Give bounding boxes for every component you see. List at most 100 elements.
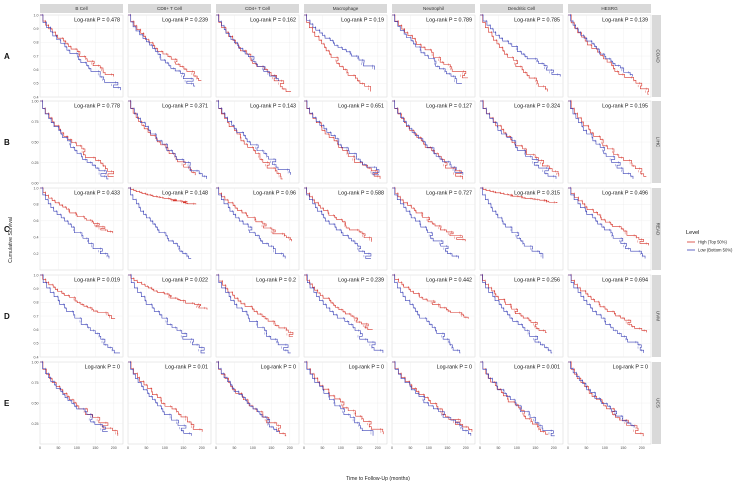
x-tick-label: 0 bbox=[39, 446, 41, 450]
y-tick-label: 0.9 bbox=[34, 287, 39, 291]
x-tick-label: 150 bbox=[180, 446, 186, 450]
y-tick-label: 0.4 bbox=[34, 236, 39, 240]
row-strip-label: UCS bbox=[656, 398, 661, 408]
x-tick-label: 50 bbox=[496, 446, 500, 450]
x-tick-label: 100 bbox=[250, 446, 256, 450]
y-tick-label: 0.8 bbox=[34, 203, 39, 207]
x-tick-label: 200 bbox=[463, 446, 469, 450]
low-curve bbox=[40, 274, 120, 354]
panel-background bbox=[303, 187, 388, 271]
row-label: C bbox=[4, 225, 10, 234]
low-curve bbox=[216, 14, 280, 81]
pvalue-label: Log-rank P = 0.022 bbox=[162, 278, 208, 284]
pvalue-label: Log-rank P = 0.19 bbox=[341, 18, 384, 24]
high-curve bbox=[216, 14, 292, 92]
y-tick-label: 0.2 bbox=[34, 252, 39, 256]
low-curve bbox=[216, 274, 291, 354]
pvalue-label: Log-rank P = 0.162 bbox=[250, 18, 296, 24]
high-curve bbox=[392, 361, 473, 432]
low-curve bbox=[216, 100, 291, 175]
high-curve bbox=[568, 274, 647, 333]
y-tick-label: 0.9 bbox=[34, 27, 39, 31]
x-tick-label: 150 bbox=[268, 446, 274, 450]
column-strip bbox=[304, 4, 387, 13]
x-tick-label: 150 bbox=[620, 446, 626, 450]
km-panel: Log-rank P = 0.139 bbox=[567, 13, 652, 98]
pvalue-label: Log-rank P = 0.148 bbox=[162, 191, 208, 197]
km-panel: Log-rank P = 0.019 bbox=[39, 273, 124, 358]
column-strip bbox=[216, 4, 299, 13]
pvalue-label: Log-rank P = 0.478 bbox=[74, 18, 120, 24]
km-panel: Log-rank P = 0 bbox=[39, 360, 124, 445]
pvalue-label: Log-rank P = 0.139 bbox=[602, 18, 648, 24]
km-panel: Log-rank P = 0.148 bbox=[127, 186, 212, 271]
y-tick-label: 0.25 bbox=[32, 161, 39, 165]
row-label: E bbox=[4, 399, 10, 408]
y-tick-label: 1.00 bbox=[32, 99, 39, 103]
low-curve bbox=[568, 187, 646, 259]
km-panel: Log-rank P = 0.256 bbox=[479, 273, 564, 358]
y-tick-label: 1.0 bbox=[34, 186, 39, 190]
km-panel: Log-rank P = 0.239 bbox=[127, 13, 212, 98]
panel-grid: B Cell CD8+ T Cell CD4+ T Cell Macrophage Ne… bbox=[4, 4, 661, 450]
column-strip bbox=[392, 4, 475, 13]
x-tick-label: 100 bbox=[426, 446, 432, 450]
row-strip bbox=[652, 362, 661, 444]
pvalue-label: Log-rank P = 0.694 bbox=[602, 278, 648, 284]
km-panel: Log-rank P = 0.239 bbox=[303, 273, 388, 358]
high-curve bbox=[480, 100, 560, 177]
high-curve bbox=[128, 274, 208, 310]
low-curve bbox=[392, 361, 472, 436]
column-strip-label: Macrophage bbox=[333, 6, 359, 11]
y-tick-label: 0.8 bbox=[34, 301, 39, 305]
high-curve bbox=[128, 361, 203, 432]
x-axis-title: Time to Follow-Up (months) bbox=[346, 476, 410, 482]
row-strip bbox=[652, 275, 661, 357]
y-tick-label: 1.00 bbox=[32, 360, 39, 364]
x-tick-label: 200 bbox=[199, 446, 205, 450]
km-panel: Log-rank P = 0.324 bbox=[479, 99, 564, 184]
km-panel: Log-rank P = 0.371 bbox=[127, 99, 212, 184]
km-panel: Log-rank P = 0.433 bbox=[39, 186, 124, 271]
x-tick-label: 50 bbox=[144, 446, 148, 450]
y-tick-label: 0.6 bbox=[34, 68, 39, 72]
y-axis-title: Cumulative Survival bbox=[8, 217, 14, 263]
pvalue-label: Log-rank P = 0.127 bbox=[426, 104, 472, 110]
low-curve bbox=[480, 187, 544, 259]
pvalue-label: Log-rank P = 0.324 bbox=[514, 104, 560, 110]
y-tick-label: 1.0 bbox=[34, 273, 39, 277]
y-tick-label: 0.50 bbox=[32, 401, 39, 405]
column-strip-label: CD8+ T Cell bbox=[157, 6, 182, 11]
low-curve bbox=[568, 274, 644, 353]
x-tick-label: 100 bbox=[338, 446, 344, 450]
high-curve bbox=[128, 187, 197, 205]
low-curve bbox=[480, 100, 557, 179]
panel-background bbox=[127, 187, 212, 271]
pvalue-label: Log-rank P = 0 bbox=[261, 365, 296, 371]
x-tick-label: 100 bbox=[514, 446, 520, 450]
km-panel: Log-rank P = 0.96 bbox=[215, 186, 300, 271]
low-curve bbox=[568, 14, 633, 77]
high-curve bbox=[568, 187, 649, 246]
row-strip bbox=[652, 15, 661, 97]
x-tick-label: 100 bbox=[74, 446, 80, 450]
low-curve bbox=[304, 274, 384, 353]
km-panel: Log-rank P = 0.127 bbox=[391, 99, 476, 184]
y-tick-label: 0.4 bbox=[34, 355, 39, 359]
high-curve bbox=[480, 361, 549, 435]
high-curve bbox=[216, 274, 294, 337]
low-curve bbox=[40, 187, 110, 259]
high-curve bbox=[40, 361, 119, 436]
high-curve bbox=[40, 100, 114, 177]
pvalue-label: Log-rank P = 0.019 bbox=[74, 278, 120, 284]
x-tick-label: 200 bbox=[375, 446, 381, 450]
pvalue-label: Log-rank P = 0.239 bbox=[338, 278, 384, 284]
y-tick-label: 0.5 bbox=[34, 82, 39, 86]
km-panel: Log-rank P = 0.694 bbox=[567, 273, 652, 358]
pvalue-label: Log-rank P = 0.785 bbox=[514, 18, 560, 24]
pvalue-label: Log-rank P = 0.239 bbox=[162, 18, 208, 24]
pvalue-label: Log-rank P = 0.789 bbox=[426, 18, 472, 24]
km-panel: Log-rank P = 0.442 bbox=[391, 273, 476, 358]
column-strip-label: Neutrophil bbox=[423, 6, 444, 11]
high-curve bbox=[480, 14, 548, 92]
